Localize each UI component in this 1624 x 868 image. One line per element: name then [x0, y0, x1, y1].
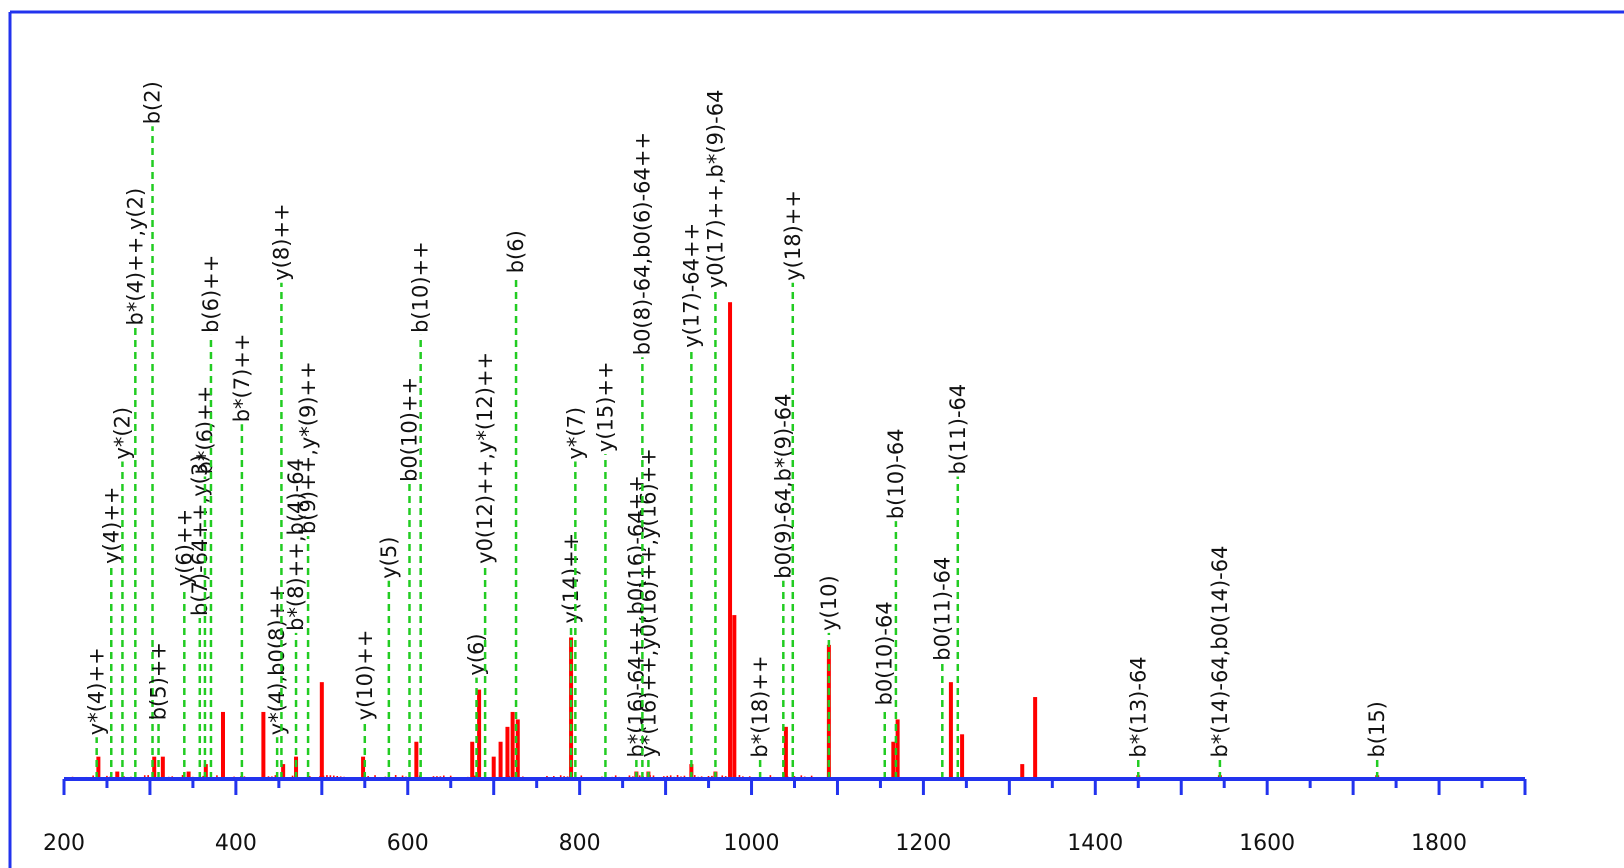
peak-bar: [505, 726, 510, 779]
annotation-label: b(9)++,y*(9)++: [296, 361, 320, 534]
annotation-label: b(10)-64: [884, 428, 908, 519]
peak-bar: [361, 756, 366, 779]
peak-bar: [477, 689, 482, 779]
peak-bar: [220, 711, 225, 779]
annotation-label: y(18)++: [781, 190, 805, 281]
annotation-label: y*(16)++,y0(16)++,y(16)++: [636, 448, 660, 757]
x-tick-label: 400: [215, 831, 257, 856]
x-tick-label: 200: [43, 831, 85, 856]
annotation-label: y(17)-64++: [679, 223, 703, 348]
annotation-label: b(15): [1365, 701, 1389, 757]
peak-bar: [261, 711, 266, 779]
peak-bar: [732, 615, 737, 779]
peak-bar: [960, 734, 965, 779]
peak-bar: [515, 719, 520, 779]
peak-bar: [152, 756, 157, 779]
annotation-label: b0(8)-64,b0(6)-64++: [630, 132, 654, 355]
annotation-label: y(6)++: [172, 509, 196, 586]
annotation-label: b(7)-64++,y(3): [188, 455, 212, 616]
annotation-label: y*(2): [110, 407, 134, 460]
peak-bar: [948, 682, 953, 779]
annotation-label: y(10): [817, 575, 841, 631]
annotation-label: y0(17)++,b*(9)-64: [703, 90, 727, 289]
annotation-label: b0(11)-64: [930, 557, 954, 661]
annotation-label: b*(4)++,y(2): [123, 188, 147, 326]
annotation-label: b(2): [141, 81, 165, 124]
peak-bar: [895, 719, 900, 779]
peak-bar: [470, 741, 475, 779]
annotation-label: b*(7)++: [230, 334, 254, 423]
peak-bar: [281, 764, 286, 779]
annotation-label: y(14)++: [559, 533, 583, 624]
annotation-label: b*(16)-64++,b0(16)-64++: [624, 475, 648, 757]
peak-bar: [1033, 697, 1038, 779]
peak-bar: [1020, 764, 1025, 779]
peak-bar: [491, 756, 496, 779]
annotations: y*(4)++ y(4)++ y*(2) b*(4)++,y(2) b(2) b(5)++…: [85, 81, 1389, 779]
annotation-label: y(4)++: [99, 486, 123, 563]
peak-bar: [826, 644, 831, 779]
annotation-label: b*(13)-64: [1126, 656, 1150, 757]
annotation-label: y*(4),b0(8)++: [265, 584, 289, 735]
x-tick-label: 1800: [1411, 831, 1467, 856]
annotation-label: b(5)++: [147, 642, 171, 720]
x-axis: 200 400 600 800 1000 1200 1400 1600 1800: [43, 777, 1527, 856]
annotation-label: y0(12)++,y*(12)++: [473, 352, 497, 564]
annotation-label: b(6)++: [199, 255, 223, 333]
annotation-label: b*(6)++: [193, 386, 217, 475]
peak-bars: [96, 302, 1380, 779]
annotation-label: y*(7): [563, 407, 587, 460]
peak-bar: [891, 741, 896, 779]
peak-bar: [319, 682, 324, 779]
annotation-label: y(10)++: [353, 630, 377, 721]
annotation-label: b0(10)-64: [873, 601, 897, 705]
peak-bar: [115, 771, 120, 779]
annotation-label: b(10)++: [409, 241, 433, 333]
peak-bar: [498, 741, 503, 779]
peak-bar: [186, 771, 191, 779]
x-tick-label: 600: [387, 831, 429, 856]
peak-bar: [96, 756, 101, 779]
x-tick-label: 1400: [1067, 831, 1123, 856]
annotation-label: b0(10)++: [397, 377, 421, 482]
peak-bar: [294, 756, 299, 779]
annotation-label: b*(8)++,b(4)-64: [284, 458, 308, 631]
annotation-label: b(6): [504, 230, 528, 273]
x-tick-label: 1000: [724, 831, 780, 856]
peak-bar: [414, 741, 419, 779]
x-tick-label: 1600: [1239, 831, 1295, 856]
annotation-label: y(15)++: [593, 361, 617, 452]
annotation-label: y(5): [377, 537, 401, 579]
annotation-label: b*(14)-64,b0(14)-64: [1208, 546, 1232, 758]
peak-bar: [510, 711, 515, 779]
peak-bar: [728, 302, 733, 779]
annotation-label: b(11)-64: [946, 384, 970, 475]
peak-bar: [689, 764, 694, 779]
annotation-label: b0(9)-64,b*(9)-64: [771, 393, 795, 578]
annotation-label: y*(4)++: [85, 647, 109, 735]
peak-bar: [569, 637, 574, 779]
peak-bar: [160, 756, 165, 779]
annotation-label: y(8)++: [269, 203, 293, 280]
peak-bar: [783, 726, 788, 779]
annotation-label: b*(18)++: [748, 655, 772, 757]
peak-bar: [203, 764, 208, 779]
x-tick-label: 1200: [895, 831, 951, 856]
x-tick-label: 800: [559, 831, 601, 856]
